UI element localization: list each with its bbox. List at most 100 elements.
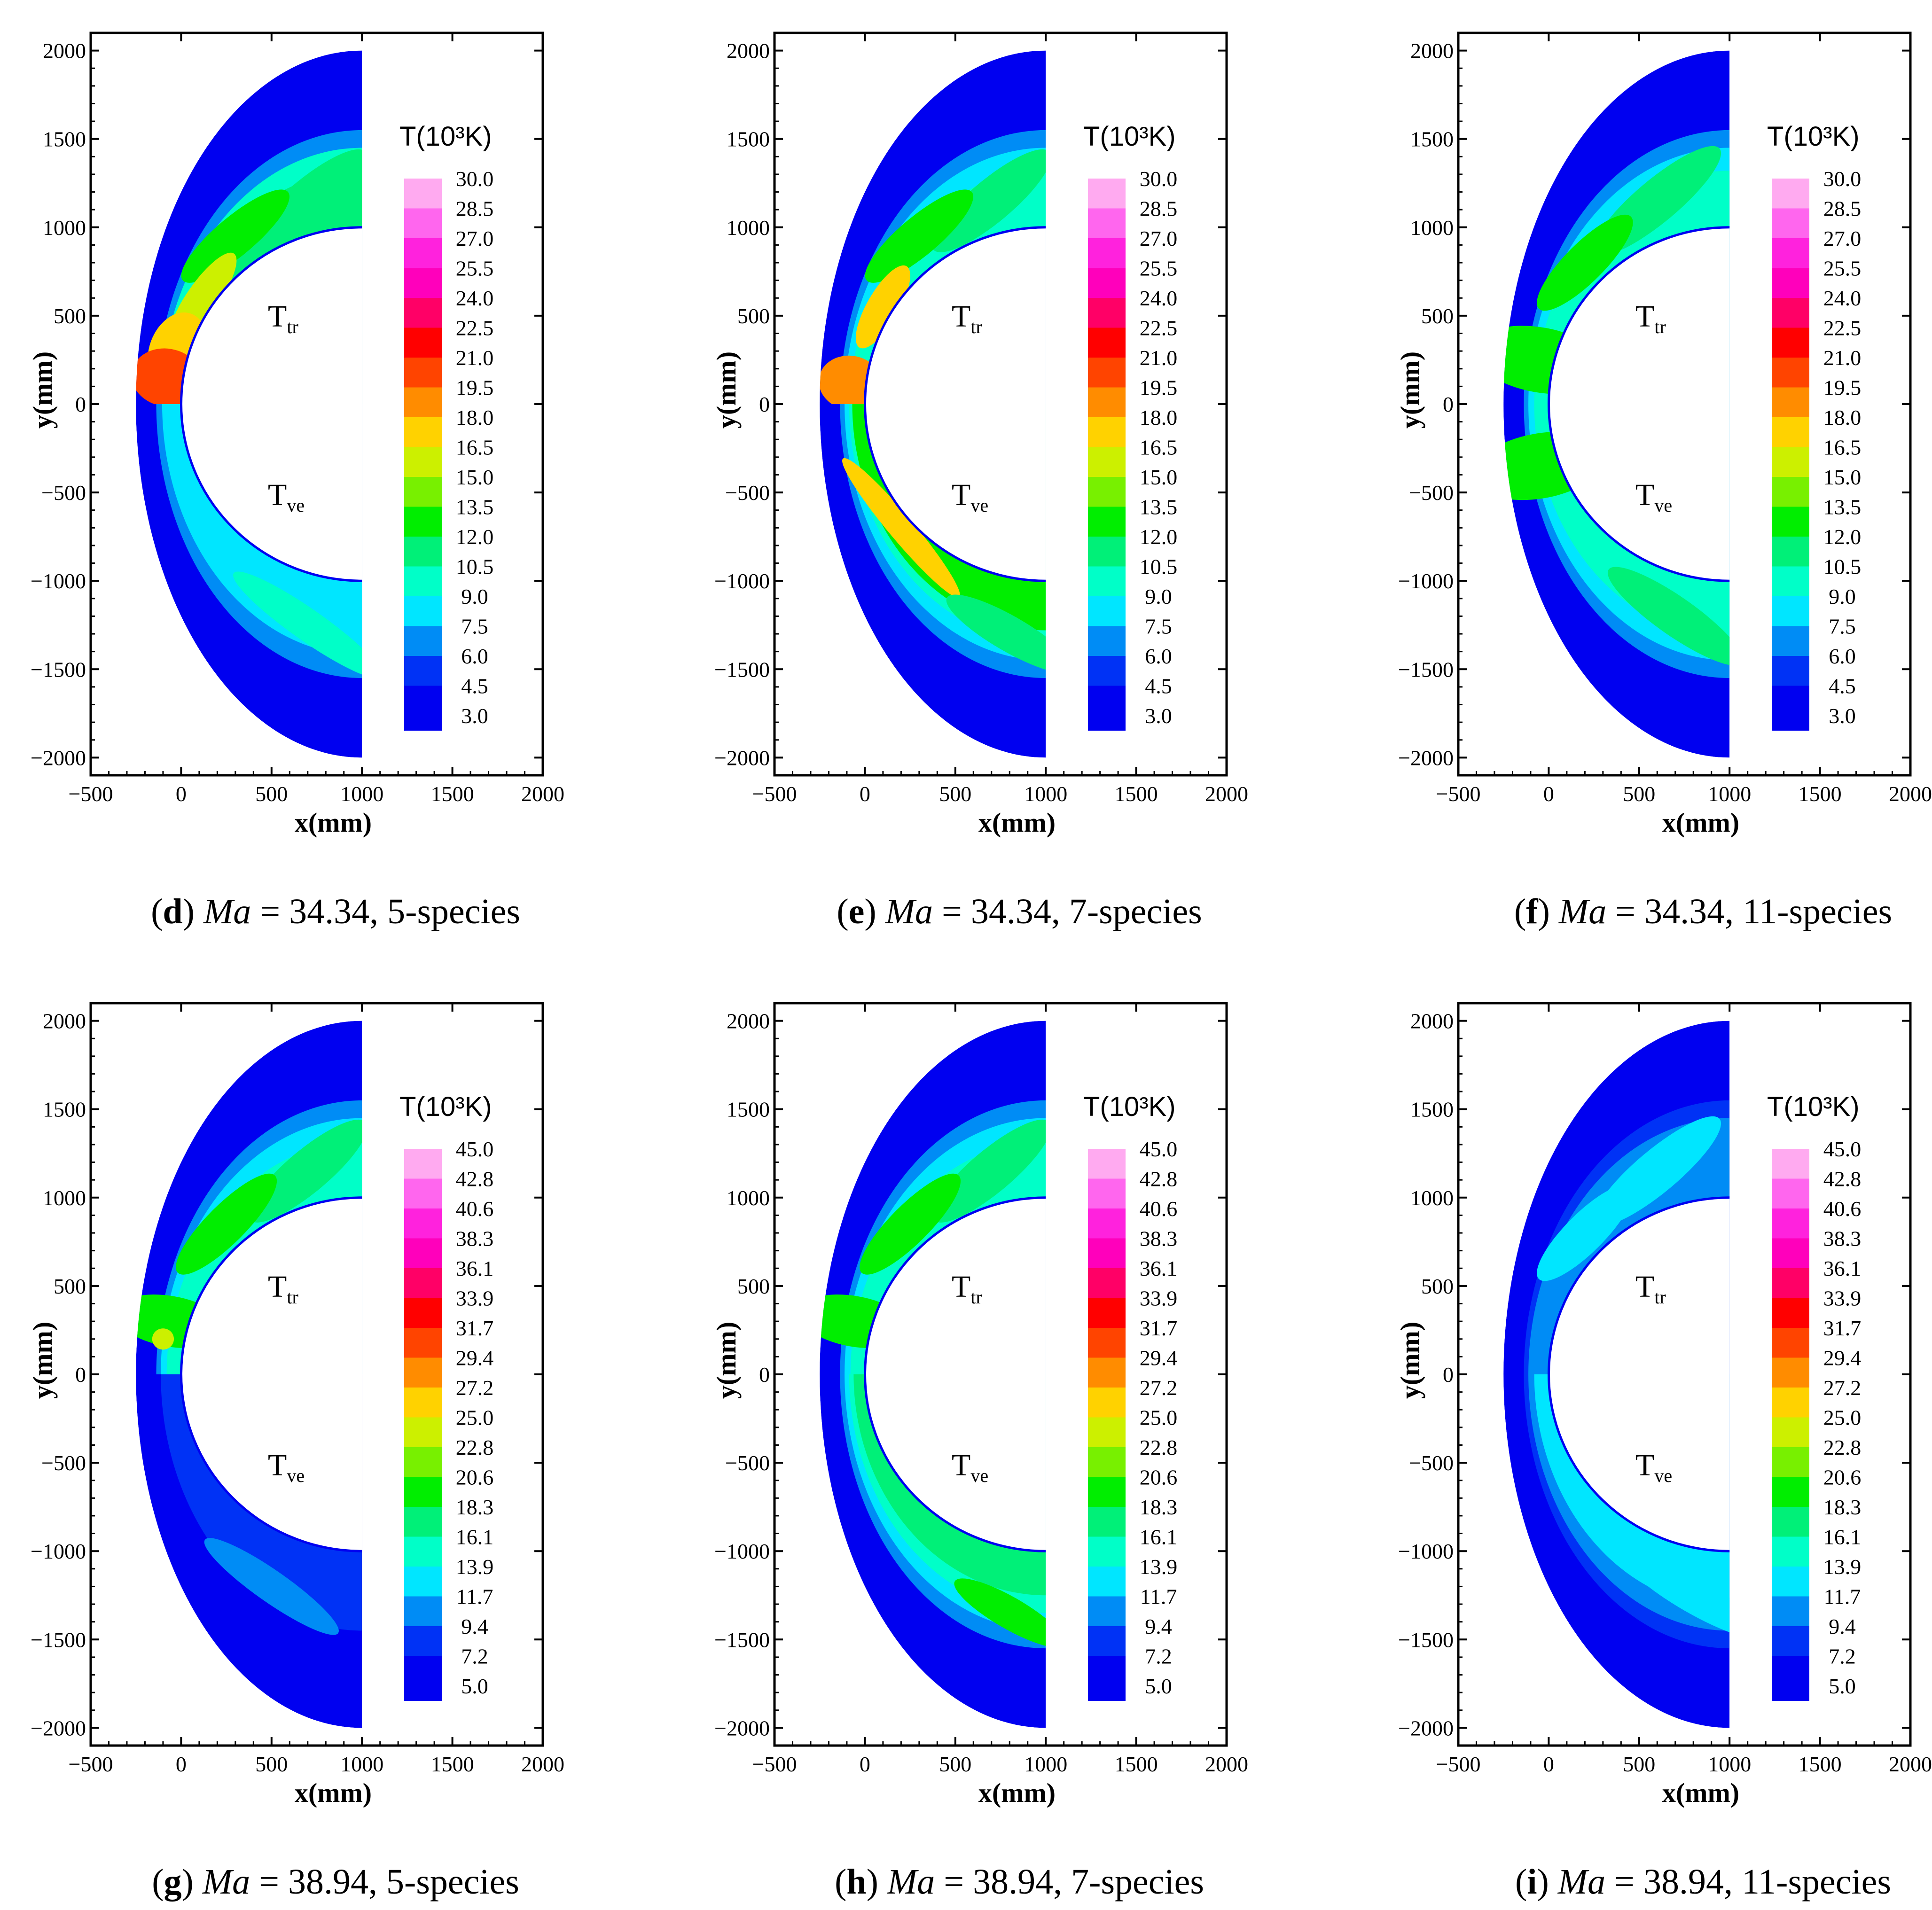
x-tick-label: 0 [176, 782, 187, 806]
x-tick-label: −500 [69, 1752, 113, 1776]
y-tick-label: −1500 [714, 657, 770, 681]
y-tick-label: 2000 [727, 39, 770, 63]
legend-swatch [1772, 686, 1809, 716]
contour-blob-upper [931, 149, 1046, 252]
legend-value: 33.9 [1140, 1286, 1178, 1310]
legend-swatch [1088, 1178, 1126, 1209]
legend-swatch [1772, 1626, 1809, 1657]
body-wall-lower [865, 1374, 1046, 1551]
x-tick-label: 2000 [1889, 782, 1932, 806]
x-axis-label: x(mm) [295, 807, 372, 838]
y-tick-label: 2000 [1410, 1009, 1454, 1033]
x-tick-label: 2000 [521, 782, 564, 806]
legend-swatch [1772, 387, 1809, 418]
legend-swatch [404, 507, 442, 537]
legend-value: 13.5 [456, 495, 494, 519]
contour-blob-upper [176, 1173, 277, 1275]
legend-swatch [404, 1596, 442, 1627]
legend-swatch [1772, 477, 1809, 507]
legend-swatch [1772, 1388, 1809, 1418]
legend-value: 13.5 [1140, 495, 1178, 519]
legend-value: 36.1 [1140, 1256, 1178, 1280]
legend-swatch [1772, 1596, 1809, 1627]
legend-value: 11.7 [1140, 1585, 1177, 1609]
panel-caption: (e) Ma = 34.34, 7-species [837, 892, 1202, 931]
y-tick-label: 500 [737, 1274, 770, 1298]
y-tick-label: −500 [1409, 1451, 1454, 1475]
legend-title: T(10³K) [1767, 1091, 1860, 1122]
y-axis-label: y(mm) [711, 1322, 742, 1399]
y-tick-label: 1500 [727, 1098, 770, 1122]
body-outline [863, 1196, 1046, 1552]
legend-swatch [1088, 179, 1126, 209]
legend-value: 22.5 [1823, 316, 1862, 340]
legend-value: 45.0 [1823, 1137, 1862, 1161]
legend-value: 18.0 [1823, 405, 1862, 429]
legend-swatch [1088, 327, 1126, 358]
legend-value: 18.3 [456, 1495, 494, 1519]
legend-swatch [404, 477, 442, 507]
x-tick-label: 1000 [1024, 782, 1067, 806]
legend-swatch [1088, 686, 1126, 716]
legend-swatch [404, 179, 442, 209]
y-tick-label: −500 [41, 481, 86, 505]
legend-swatch [404, 537, 442, 567]
legend-value: 18.3 [1823, 1495, 1862, 1519]
legend-value: 15.0 [1140, 465, 1178, 489]
legend-value: 9.4 [1829, 1614, 1856, 1638]
legend-value: 40.6 [1823, 1197, 1862, 1221]
y-tick-label: −2000 [714, 1716, 770, 1740]
legend-swatch [1772, 656, 1809, 686]
body-outline [863, 226, 1046, 582]
legend-swatch [1772, 507, 1809, 537]
legend-swatch-base [1088, 716, 1126, 731]
y-tick-label: 0 [75, 1363, 86, 1387]
legend-swatch [1772, 298, 1809, 328]
legend-swatch [1088, 1477, 1126, 1507]
legend-value: 42.8 [1140, 1167, 1178, 1191]
y-tick-label: 0 [759, 1363, 770, 1387]
body-wall-upper [181, 227, 362, 404]
x-tick-label: 1000 [340, 782, 383, 806]
legend-value: 9.4 [1145, 1614, 1172, 1638]
legend-value: 4.5 [461, 674, 488, 698]
y-tick-label: 2000 [727, 1009, 770, 1033]
y-tick-label: −2000 [31, 1716, 86, 1740]
y-tick-label: 2000 [1410, 39, 1454, 63]
contour-blob-upper [1537, 214, 1633, 311]
x-tick-label: 0 [860, 1752, 870, 1776]
y-tick-label: 500 [54, 304, 86, 328]
legend-swatch [1088, 1417, 1126, 1448]
legend-value: 24.0 [456, 286, 494, 310]
legend-value: 27.2 [1823, 1376, 1862, 1400]
legend-swatch [1088, 1149, 1126, 1179]
y-tick-label: −2000 [31, 746, 86, 770]
contour-blob-lower [954, 1578, 1046, 1648]
x-tick-label: 500 [1623, 1752, 1655, 1776]
legend-value: 29.4 [456, 1346, 494, 1370]
y-tick-label: −1500 [714, 1628, 770, 1652]
legend-value: 30.0 [1823, 167, 1862, 191]
x-tick-label: 1500 [1115, 1752, 1158, 1776]
legend-value: 6.0 [1145, 644, 1172, 668]
legend-swatch [1088, 1298, 1126, 1328]
legend-swatch [1088, 1238, 1126, 1269]
legend-swatch [1772, 1298, 1809, 1328]
legend-value: 12.0 [456, 525, 494, 549]
legend-swatch [1772, 358, 1809, 388]
label-ttr: Ttr [1635, 1270, 1666, 1308]
x-tick-label: 2000 [1205, 1752, 1248, 1776]
legend-swatch [404, 1178, 442, 1209]
legend-value: 16.5 [456, 436, 494, 460]
legend-value: 22.8 [1140, 1435, 1178, 1459]
y-tick-label: −1500 [1398, 1628, 1454, 1652]
panel-h: Ttr Tve T(10³K) 45.0 42.8 40.6 38.3 36.1 33.9 31.… [711, 1002, 1248, 1902]
legend-value: 7.5 [1145, 615, 1172, 639]
x-tick-label: −500 [1436, 782, 1481, 806]
legend-value: 13.9 [1823, 1555, 1862, 1579]
legend-value: 38.3 [1140, 1227, 1178, 1251]
body-wall-lower [1549, 404, 1730, 581]
y-tick-label: −2000 [1398, 1716, 1454, 1740]
y-tick-label: 1000 [1410, 1186, 1454, 1210]
legend-swatch [1772, 1507, 1809, 1537]
